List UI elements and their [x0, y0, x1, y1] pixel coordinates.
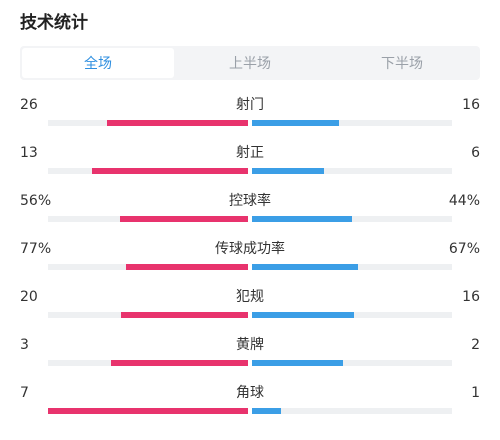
- stat-home-bar: [121, 312, 248, 318]
- stat-row: 20 犯规 16: [20, 288, 480, 328]
- stat-away-value: 2: [471, 337, 480, 353]
- stat-home-bar: [92, 168, 248, 174]
- stat-label: 犯规: [236, 289, 264, 305]
- tab-second-half[interactable]: 下半场: [381, 56, 423, 72]
- stat-home-value: 26: [20, 97, 38, 113]
- stat-home-bar: [48, 408, 248, 414]
- stat-away-bar: [252, 312, 354, 318]
- stat-row: 26 射门 16: [20, 96, 480, 136]
- stat-away-bar: [252, 216, 352, 222]
- page-title: 技术统计: [20, 13, 88, 33]
- stat-row: 3 黄牌 2: [20, 336, 480, 376]
- stat-away-value: 16: [462, 289, 480, 305]
- stat-row: 13 射正 6: [20, 144, 480, 184]
- stat-away-track: [252, 360, 452, 366]
- stat-away-track: [252, 408, 452, 414]
- stat-away-track: [252, 312, 452, 318]
- stat-away-bar: [252, 264, 358, 270]
- stat-home-bar: [111, 360, 248, 366]
- stat-label: 射正: [236, 145, 264, 161]
- stat-home-value: 56%: [20, 193, 52, 209]
- stat-home-track: [48, 216, 248, 222]
- stat-row: 56% 控球率 44%: [20, 192, 480, 232]
- stat-home-value: 3: [20, 337, 29, 353]
- stat-away-track: [252, 264, 452, 270]
- stat-home-bar: [107, 120, 248, 126]
- stat-home-bar: [126, 264, 248, 270]
- stat-home-value: 20: [20, 289, 38, 305]
- stat-away-track: [252, 168, 452, 174]
- stat-home-track: [48, 264, 248, 270]
- stat-home-track: [48, 312, 248, 318]
- stat-row: 77% 传球成功率 67%: [20, 240, 480, 280]
- stat-away-track: [252, 120, 452, 126]
- stat-home-track: [48, 168, 248, 174]
- stat-home-track: [48, 408, 248, 414]
- stat-home-value: 7: [20, 385, 29, 401]
- stat-home-value: 13: [20, 145, 38, 161]
- period-tabs: 全场 上半场 下半场: [20, 46, 480, 80]
- stat-home-track: [48, 360, 248, 366]
- stat-away-bar: [252, 408, 281, 414]
- stat-away-value: 1: [471, 385, 480, 401]
- stat-label: 黄牌: [236, 337, 264, 353]
- stat-label: 射门: [236, 97, 264, 113]
- stat-away-bar: [252, 360, 343, 366]
- stat-label: 控球率: [229, 193, 271, 209]
- stat-home-track: [48, 120, 248, 126]
- stat-away-value: 16: [462, 97, 480, 113]
- stat-home-bar: [120, 216, 248, 222]
- tab-full-match[interactable]: 全场: [22, 48, 174, 78]
- stat-label: 传球成功率: [215, 241, 285, 257]
- stat-home-value: 77%: [20, 241, 52, 257]
- stat-away-value: 67%: [448, 241, 480, 257]
- stat-away-bar: [252, 168, 324, 174]
- stat-away-value: 6: [471, 145, 480, 161]
- stat-away-value: 44%: [448, 193, 480, 209]
- stat-away-track: [252, 216, 452, 222]
- stat-away-bar: [252, 120, 339, 126]
- stat-row: 7 角球 1: [20, 384, 480, 424]
- tab-first-half[interactable]: 上半场: [229, 56, 271, 72]
- stat-label: 角球: [236, 385, 264, 401]
